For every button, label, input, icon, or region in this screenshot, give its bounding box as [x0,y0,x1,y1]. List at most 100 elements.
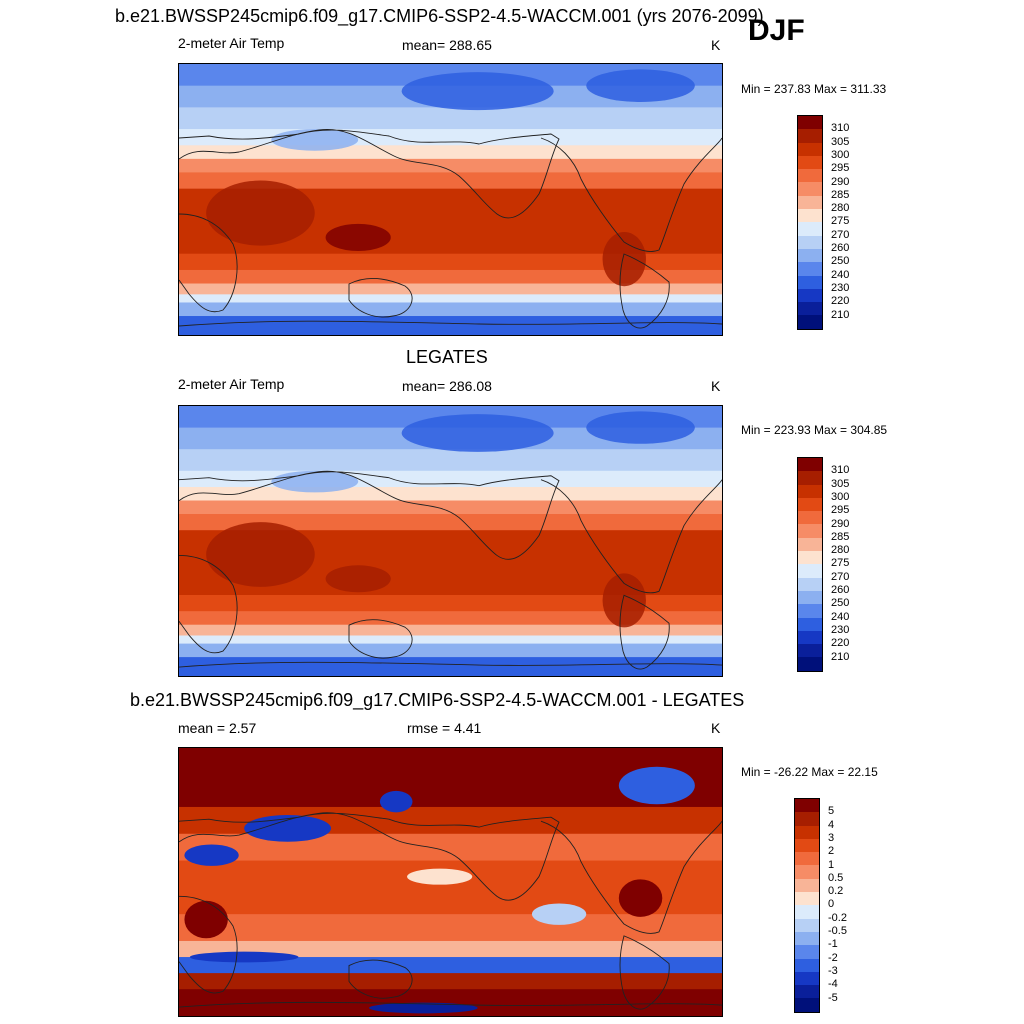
colorbar-swatch [798,497,822,512]
panel-1-minmax: Min = 237.83 Max = 311.33 [741,82,887,96]
colorbar-tick-label: 270 [831,228,850,241]
colorbar-swatch [798,288,822,303]
temperature-band [179,624,722,637]
panel-3-map-svg [179,748,722,1016]
panel-1-left-label: 2-meter Air Temp [178,35,285,51]
colorbar-swatch [798,524,822,538]
temperature-band [179,316,722,335]
colorbar-swatch [798,222,822,236]
colorbar-tick-label: 300 [831,490,850,503]
colorbar-swatch [795,825,819,839]
colorbar-swatch [798,590,822,605]
temperature-band [179,595,722,613]
difference-patch [531,903,587,925]
colorbar-tick-label: 305 [831,135,850,148]
temperature-anomaly-patch [206,180,315,246]
coastline [179,895,238,994]
colorbar-tick-label: 295 [831,504,850,517]
coastline [540,479,722,594]
difference-band [179,973,722,991]
panel-2-minmax: Min = 223.93 Max = 304.85 [741,423,888,437]
panel-2-map-svg [179,406,722,676]
colorbar-tick-label: 280 [831,544,850,557]
colorbar-swatch [795,878,819,893]
colorbar-swatch [798,142,822,156]
colorbar-tick-label: 290 [831,175,850,188]
colorbar-swatch [798,630,822,645]
panel-2-title: LEGATES [406,347,488,367]
temperature-band [179,449,722,472]
colorbar-swatch [798,182,822,196]
colorbar-tick-label: 295 [831,162,850,175]
colorbar-tick-label: 300 [831,148,850,161]
colorbar-tick-label: 3 [828,831,835,844]
colorbar-swatch [798,302,822,316]
colorbar-tick-label: 260 [831,242,850,254]
colorbar-swatch [795,945,819,959]
panel-3-units: K [711,720,721,736]
colorbar-swatch [798,511,822,525]
panel-2-map [178,405,723,677]
colorbar-swatch [798,248,822,263]
temperature-anomaly-patch [586,69,695,102]
coastline [179,1001,722,1008]
colorbar-swatch [798,235,822,249]
colorbar-swatch [798,155,822,170]
panel-3-minmax: Min = -26.22 Max = 22.15 [741,765,878,779]
colorbar-tick-label: -3 [828,964,838,977]
temperature-anomaly-patch [325,223,391,251]
colorbar-tick-label: 210 [831,650,850,663]
colorbar-tick-label: 260 [831,584,850,596]
panel-1-title: b.e21.BWSSP245cmip6.f09_g17.CMIP6-SSP2-4… [115,6,764,26]
colorbar-swatch [798,116,822,130]
colorbar-tick-label: 210 [831,308,850,321]
colorbar-tick-label: 275 [831,557,850,570]
colorbar-swatch [795,865,819,879]
coastline [348,619,413,659]
colorbar-tick-label: 240 [831,610,850,623]
coastline [540,820,722,934]
temperature-band [179,635,722,645]
difference-patch [618,879,663,917]
colorbar-tick-label: 4 [828,818,835,831]
difference-patch [189,951,299,963]
colorbar-tick-label: 285 [831,530,850,543]
panel-3-left-label: mean = 2.57 [178,720,257,736]
colorbar-swatch [795,799,819,813]
difference-patch [184,844,239,866]
colorbar-swatch [798,564,822,578]
temperature-band [179,470,722,488]
difference-patch [369,1002,478,1014]
panel-3-title: b.e21.BWSSP245cmip6.f09_g17.CMIP6-SSP2-4… [130,690,745,710]
temperature-anomaly-patch [401,72,554,111]
difference-band [179,957,722,975]
coastline [619,253,670,329]
colorbar-swatch [798,604,822,618]
colorbar-swatch [798,577,822,591]
colorbar-tick-label: 230 [831,281,850,294]
difference-band [179,940,722,959]
colorbar-swatch [798,617,822,631]
colorbar-tick-label: 220 [831,295,850,308]
coastline [619,594,670,670]
coastline [179,812,560,901]
coastline [179,213,238,313]
colorbar-tick-label: 0.2 [828,885,844,898]
colorbar-tick-label: 240 [831,268,850,281]
difference-patch [379,790,413,813]
colorbar-swatch [798,471,822,485]
temperature-band [179,643,722,659]
temperature-band [179,253,722,271]
colorbar-swatch [798,262,822,276]
coastline [179,320,722,327]
colorbar-swatch [795,958,819,972]
coastline [348,959,413,999]
colorbar-swatch [798,657,822,671]
temperature-band [179,283,722,296]
difference-patch [407,868,473,885]
colorbar-tick-label: 250 [831,255,850,268]
temperature-anomaly-patch [602,573,646,628]
colorbar-tick-label: 2 [828,845,835,858]
panel-2-units: K [711,378,721,394]
colorbar-swatch [798,644,822,658]
